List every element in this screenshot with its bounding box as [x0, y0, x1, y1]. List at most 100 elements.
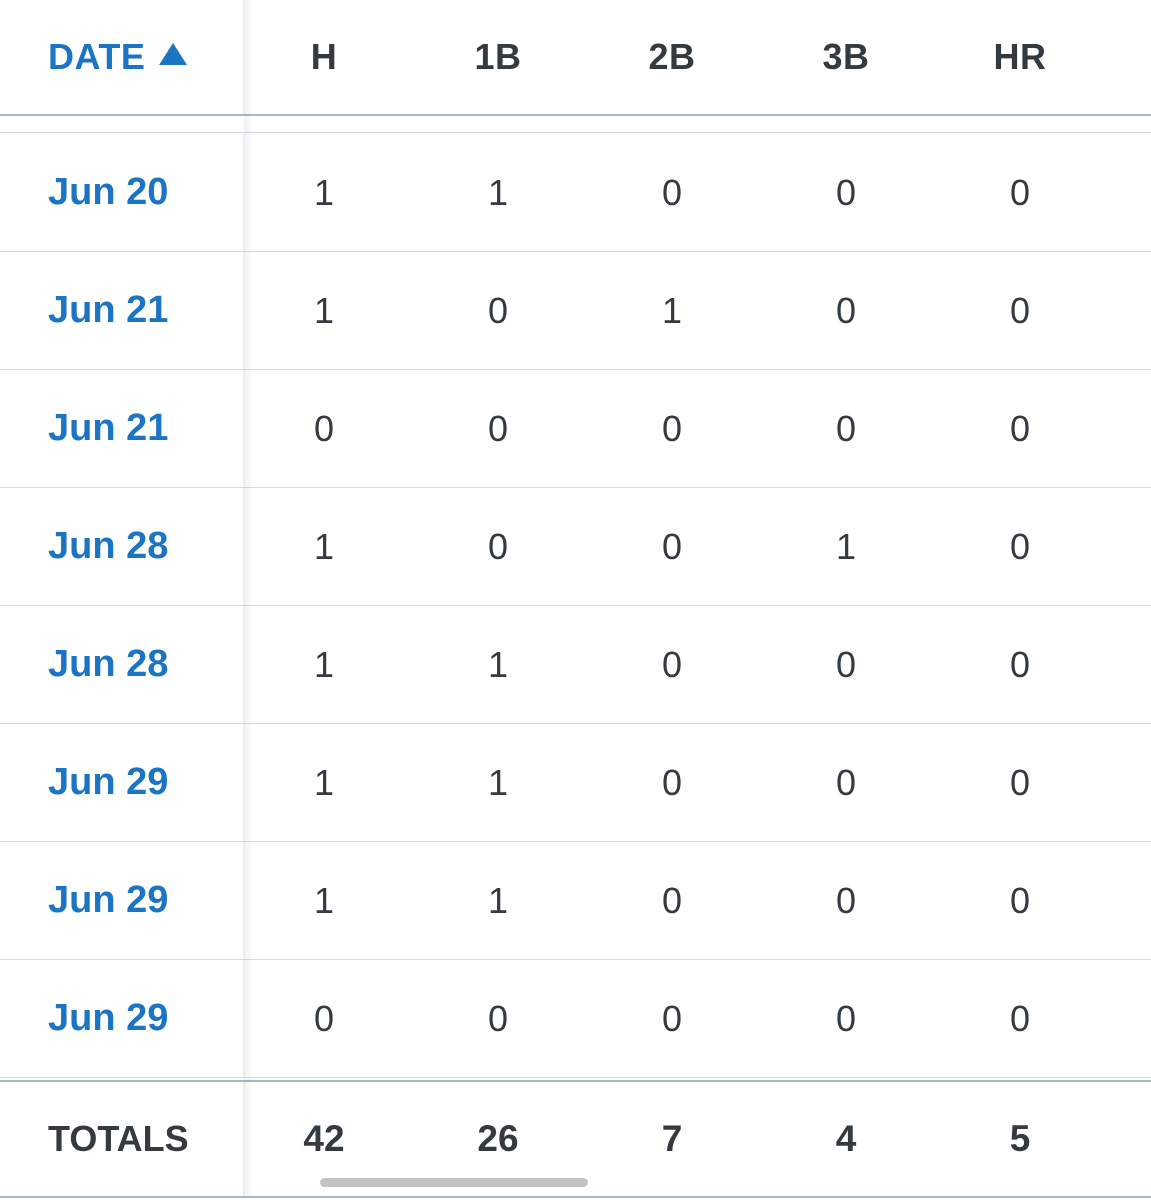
stat-value: 0: [487, 407, 509, 449]
stat-cell-1b: 1: [411, 134, 585, 251]
stat-cell-2b: 0: [585, 842, 759, 959]
horizontal-scrollbar[interactable]: [320, 1178, 588, 1187]
row-columns: 1 1 0 0 0: [237, 842, 1107, 959]
stat-value: 0: [487, 997, 509, 1039]
column-header-hr[interactable]: HR: [993, 36, 1047, 77]
stat-cell-hr: 0: [933, 252, 1107, 369]
stat-cell-2b: 0: [585, 134, 759, 251]
table-row: Jun 29 1 1 0 0 0: [0, 842, 1151, 960]
stat-cell-hr: 0: [933, 960, 1107, 1077]
total-1b: 26: [477, 1118, 519, 1159]
stat-cell-h: 1: [237, 724, 411, 841]
stat-value: 0: [835, 761, 857, 803]
stat-cell-hr: 0: [933, 370, 1107, 487]
stat-value: 0: [835, 997, 857, 1039]
stat-value: 0: [661, 643, 683, 685]
stat-value: 0: [1009, 171, 1031, 213]
stat-cell-h: 1: [237, 606, 411, 723]
stat-value: 0: [661, 997, 683, 1039]
stat-cell-3b: 0: [759, 606, 933, 723]
stat-cell-3b: 0: [759, 370, 933, 487]
stat-cell-2b: 0: [585, 724, 759, 841]
stat-cell-1b: 1: [411, 842, 585, 959]
stat-cell-3b: 0: [759, 252, 933, 369]
totals-label: TOTALS: [48, 1118, 189, 1159]
stat-cell-h: 0: [237, 960, 411, 1077]
table-row: Jun 20 1 1 0 0 0: [0, 134, 1151, 252]
date-header-label: DATE: [48, 36, 146, 77]
header-columns: H 1B 2B 3B HR: [237, 0, 1107, 114]
stat-cell-3b: 0: [759, 724, 933, 841]
date-cell: Jun 28: [0, 606, 244, 723]
stat-value: 1: [313, 643, 335, 685]
stat-cell-3b: 0: [759, 842, 933, 959]
stat-value: 1: [835, 525, 857, 567]
row-columns: 1 1 0 0 0: [237, 606, 1107, 723]
table-row: Jun 28 1 1 0 0 0: [0, 606, 1151, 724]
stat-value: 0: [1009, 761, 1031, 803]
column-header-h[interactable]: H: [310, 36, 338, 77]
stat-value: 0: [1009, 643, 1031, 685]
stat-cell-hr: 0: [933, 724, 1107, 841]
game-date-link[interactable]: Jun 21: [48, 407, 169, 449]
date-cell: Jun 29: [0, 842, 244, 959]
sort-ascending-icon: [159, 43, 188, 65]
stat-value: 1: [313, 171, 335, 213]
stat-cell-hr: 0: [933, 606, 1107, 723]
stat-value: 0: [1009, 997, 1031, 1039]
row-columns: 0 0 0 0 0: [237, 960, 1107, 1077]
stat-cell-2b: 1: [585, 252, 759, 369]
stat-value: 0: [835, 879, 857, 921]
date-sort-button[interactable]: DATE: [48, 36, 188, 78]
stat-value: 1: [487, 171, 509, 213]
stat-value: 0: [1009, 879, 1031, 921]
stat-cell-h: 1: [237, 252, 411, 369]
game-date-link[interactable]: Jun 28: [48, 643, 169, 685]
game-date-link[interactable]: Jun 20: [48, 171, 169, 213]
stat-value: 0: [487, 525, 509, 567]
column-header-3b[interactable]: 3B: [822, 36, 870, 77]
stat-cell-1b: 1: [411, 606, 585, 723]
stat-value: 0: [661, 761, 683, 803]
row-columns: 1 1 0 0 0: [237, 724, 1107, 841]
totals-columns: 42 26 7 4 5: [237, 1082, 1107, 1196]
stat-cell-1b: 1: [411, 724, 585, 841]
stat-cell-hr: 0: [933, 842, 1107, 959]
game-date-link[interactable]: Jun 29: [48, 997, 169, 1039]
stat-value: 0: [1009, 407, 1031, 449]
stat-value: 0: [1009, 525, 1031, 567]
date-cell: Jun 21: [0, 370, 244, 487]
column-header-1b[interactable]: 1B: [474, 36, 522, 77]
stat-value: 1: [313, 289, 335, 331]
stat-value: 0: [835, 171, 857, 213]
game-date-link[interactable]: Jun 28: [48, 525, 169, 567]
date-cell: Jun 29: [0, 960, 244, 1077]
stat-cell-h: 1: [237, 134, 411, 251]
stat-cell-1b: 0: [411, 370, 585, 487]
stat-value: 0: [661, 407, 683, 449]
scrolled-row-divider: [0, 132, 1151, 133]
game-date-link[interactable]: Jun 21: [48, 289, 169, 331]
table-row: Jun 29 1 1 0 0 0: [0, 724, 1151, 842]
column-header-2b[interactable]: 2B: [648, 36, 696, 77]
game-date-link[interactable]: Jun 29: [48, 879, 169, 921]
stat-value: 1: [661, 289, 683, 331]
game-date-link[interactable]: Jun 29: [48, 761, 169, 803]
stat-cell-3b: 0: [759, 134, 933, 251]
stat-cell-1b: 0: [411, 960, 585, 1077]
stat-value: 0: [661, 525, 683, 567]
stat-value: 0: [835, 643, 857, 685]
stat-value: 1: [313, 879, 335, 921]
date-cell: Jun 29: [0, 724, 244, 841]
date-header-cell[interactable]: DATE: [0, 0, 244, 114]
stat-cell-2b: 0: [585, 960, 759, 1077]
stat-value: 0: [313, 407, 335, 449]
row-columns: 1 1 0 0 0: [237, 134, 1107, 251]
stat-value: 0: [835, 289, 857, 331]
row-columns: 1 0 1 0 0: [237, 252, 1107, 369]
stat-value: 0: [661, 879, 683, 921]
totals-row: TOTALS 42 26 7 4 5: [0, 1080, 1151, 1198]
table-row: Jun 21 0 0 0 0 0: [0, 370, 1151, 488]
stat-value: 1: [487, 879, 509, 921]
